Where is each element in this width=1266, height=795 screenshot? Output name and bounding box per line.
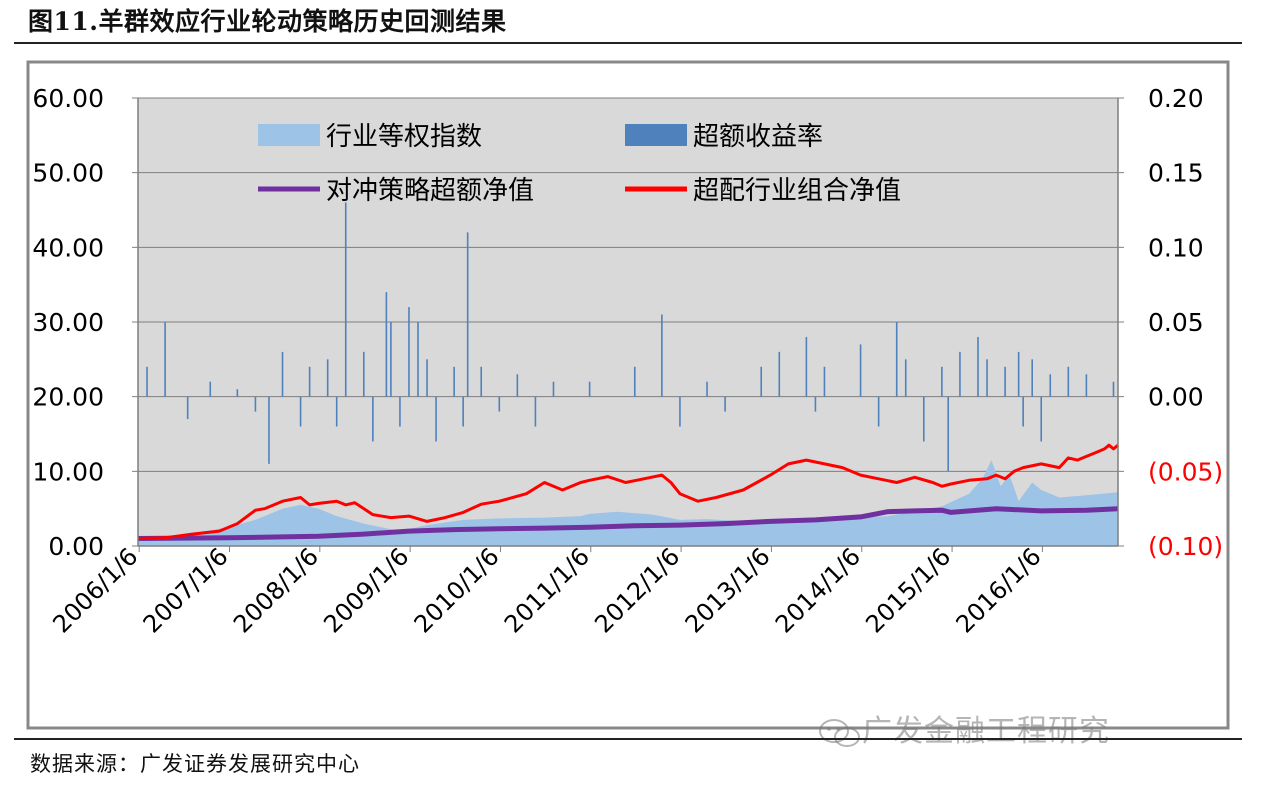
- y-left-tick-label: 0.00: [48, 532, 104, 561]
- watermark-text: 广发金融工程研究: [862, 714, 1110, 749]
- y-right-tick-label: 0.00: [1148, 383, 1204, 412]
- y-right-tick-label: 0.05: [1148, 308, 1204, 337]
- y-right-tick-label: 0.15: [1148, 159, 1204, 188]
- title-rule: [14, 42, 1242, 44]
- legend-swatch: [625, 124, 687, 146]
- hedge-nav-line: [137, 506, 1119, 541]
- y-left-tick-label: 20.00: [32, 383, 104, 412]
- y-right-tick-label: (0.05): [1148, 457, 1223, 486]
- y-left-tick-label: 50.00: [32, 159, 104, 188]
- legend-label: 行业等权指数: [326, 122, 482, 152]
- nav-lines: [137, 443, 1119, 541]
- y-right-tick-label: (0.10): [1148, 532, 1223, 561]
- legend-swatch: [258, 124, 320, 146]
- excess-return-bars: [146, 202, 1115, 472]
- y-right-tick-label: 0.10: [1148, 233, 1204, 262]
- y-left-tick-label: 30.00: [32, 308, 104, 337]
- footer-rule: [14, 738, 1242, 740]
- source-note: 数据来源：广发证券发展研究中心: [30, 752, 360, 776]
- industry-index-area-path: [138, 460, 1118, 546]
- legend-label: 超配行业组合净值: [693, 176, 901, 206]
- industry-index-area: [138, 460, 1118, 546]
- figure-title: 图11.羊群效应行业轮动策略历史回测结果: [28, 7, 507, 36]
- y-left-tick-label: 60.00: [32, 84, 104, 113]
- y-left-tick-label: 10.00: [32, 457, 104, 486]
- legend-label: 对冲策略超额净值: [326, 176, 534, 206]
- wechat-icon: [818, 718, 862, 748]
- y-right-tick-label: 0.20: [1148, 84, 1204, 113]
- watermark: 广发金融工程研究: [818, 706, 1110, 750]
- y-left-tick-label: 40.00: [32, 233, 104, 262]
- legend-label: 超额收益率: [693, 122, 823, 152]
- overweight-nav-line: [137, 443, 1119, 540]
